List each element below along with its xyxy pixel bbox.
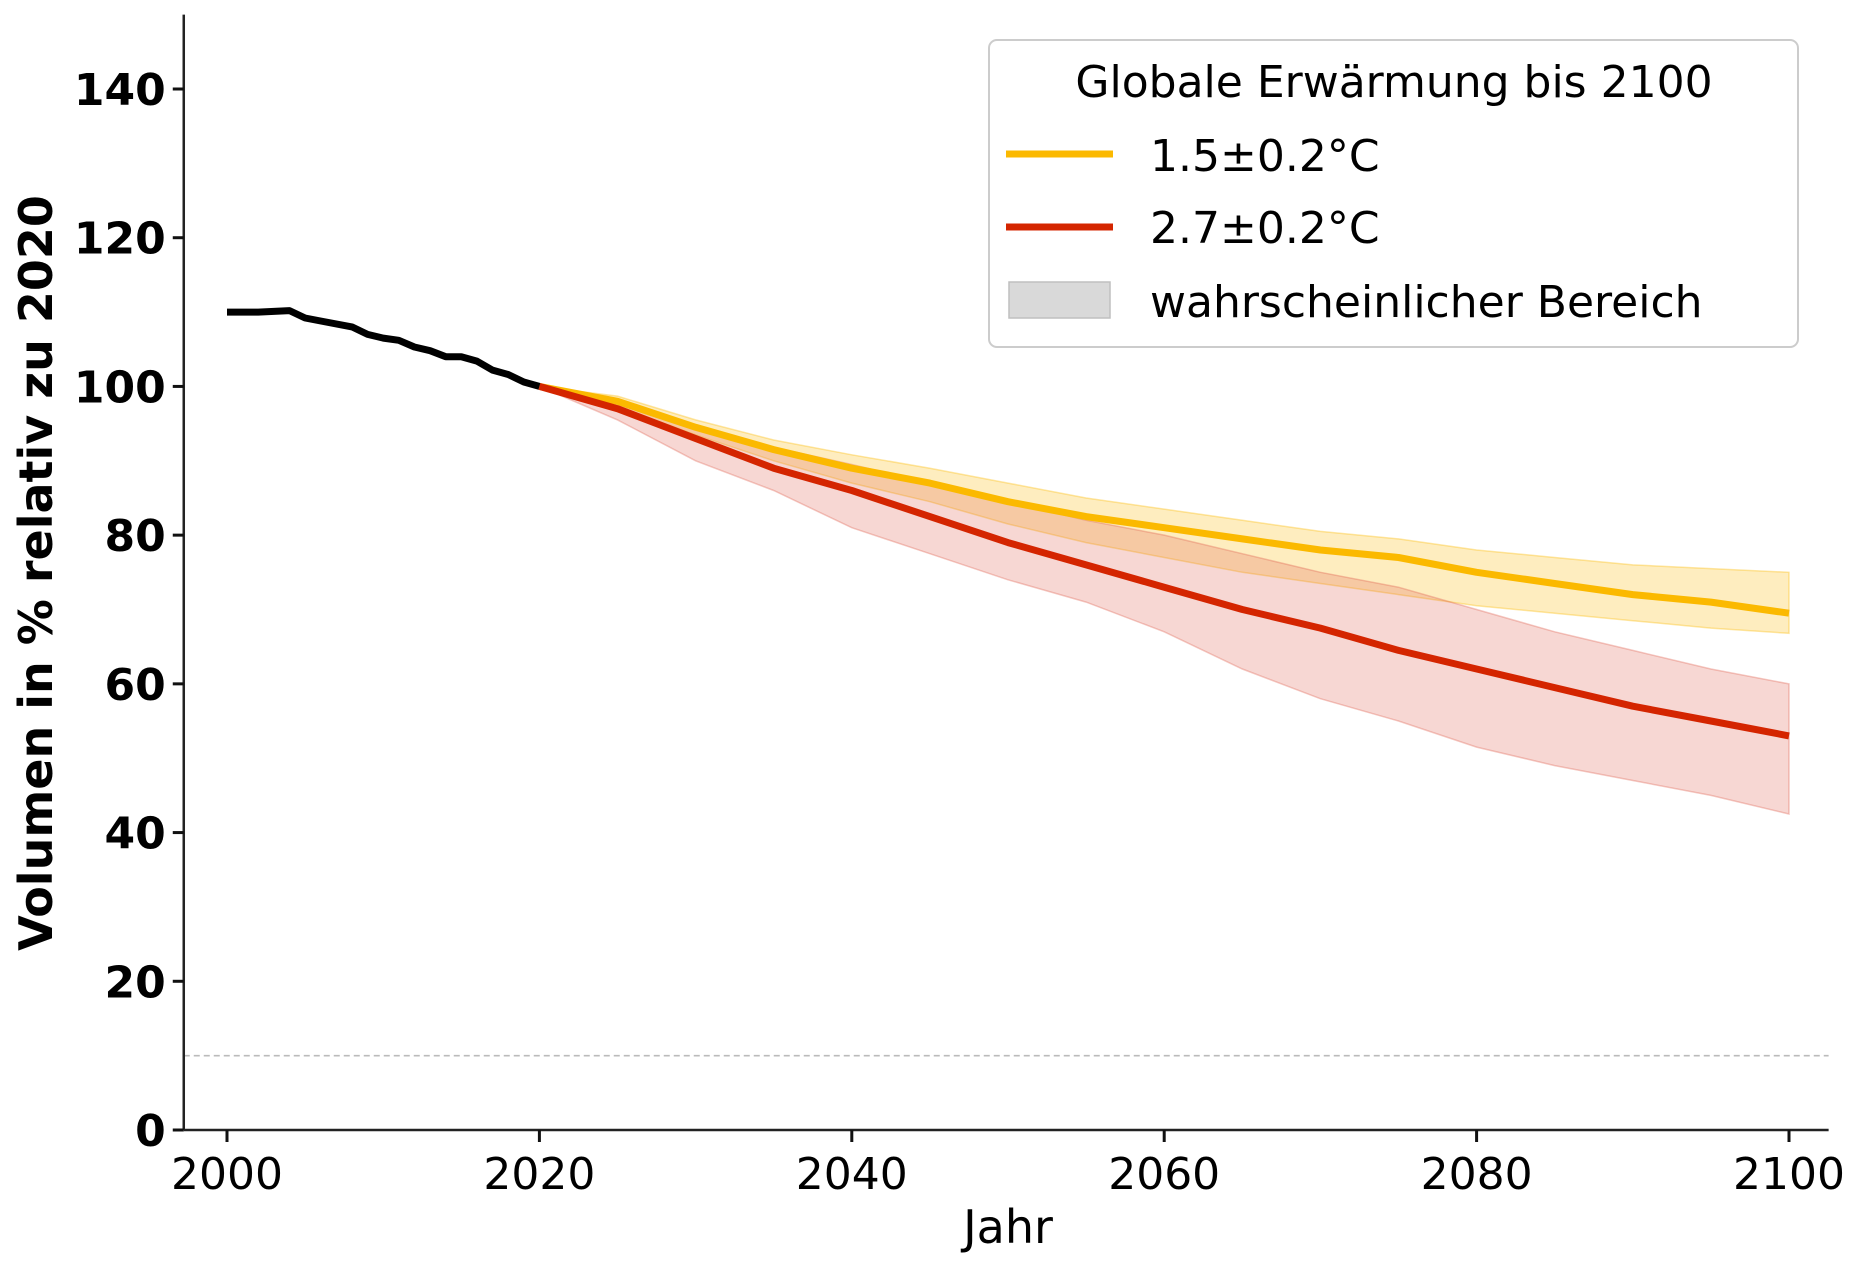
series-line xyxy=(538,382,1790,617)
x-tick-label: 2020 xyxy=(483,1149,595,1200)
series-line xyxy=(538,383,1790,740)
y-tick-label: 140 xyxy=(74,65,166,116)
x-axis-title: Jahr xyxy=(960,1200,1053,1254)
y-tick-label: 120 xyxy=(74,214,166,265)
y-tick-label: 0 xyxy=(135,1106,166,1157)
y-axis-ticks: 0 20 40 60 80 100 120 140 xyxy=(74,65,184,1157)
legend-swatch-range xyxy=(1008,281,1111,319)
legend-label-2-7: 2.7±0.2°C xyxy=(1150,203,1380,254)
legend-frame xyxy=(988,39,1799,348)
y-tick-label: 40 xyxy=(105,809,166,860)
x-tick-label: 2040 xyxy=(796,1149,908,1200)
series-line xyxy=(227,307,541,390)
y-tick-label: 20 xyxy=(105,957,166,1008)
y-tick-label: 80 xyxy=(105,511,166,562)
x-tick-label: 2100 xyxy=(1733,1149,1845,1200)
y-axis-title: Volumen in % relativ zu 2020 xyxy=(9,195,63,951)
legend: Globale Erwärmung bis 2100 1.5±0.2°C 2.7… xyxy=(988,39,1799,348)
y-tick-label: 60 xyxy=(105,660,166,711)
legend-title: Globale Erwärmung bis 2100 xyxy=(1075,57,1712,108)
x-tick-label: 2080 xyxy=(1421,1149,1533,1200)
legend-label-range: wahrscheinlicher Bereich xyxy=(1150,277,1703,328)
x-tick-label: 2060 xyxy=(1108,1149,1220,1200)
x-axis-ticks: 2000 2020 2040 2060 2080 2100 xyxy=(171,1130,1845,1200)
x-tick-label: 2000 xyxy=(171,1149,283,1200)
series-lines xyxy=(227,307,1790,740)
y-tick-label: 100 xyxy=(74,362,166,413)
legend-label-1-5: 1.5±0.2°C xyxy=(1150,131,1380,182)
